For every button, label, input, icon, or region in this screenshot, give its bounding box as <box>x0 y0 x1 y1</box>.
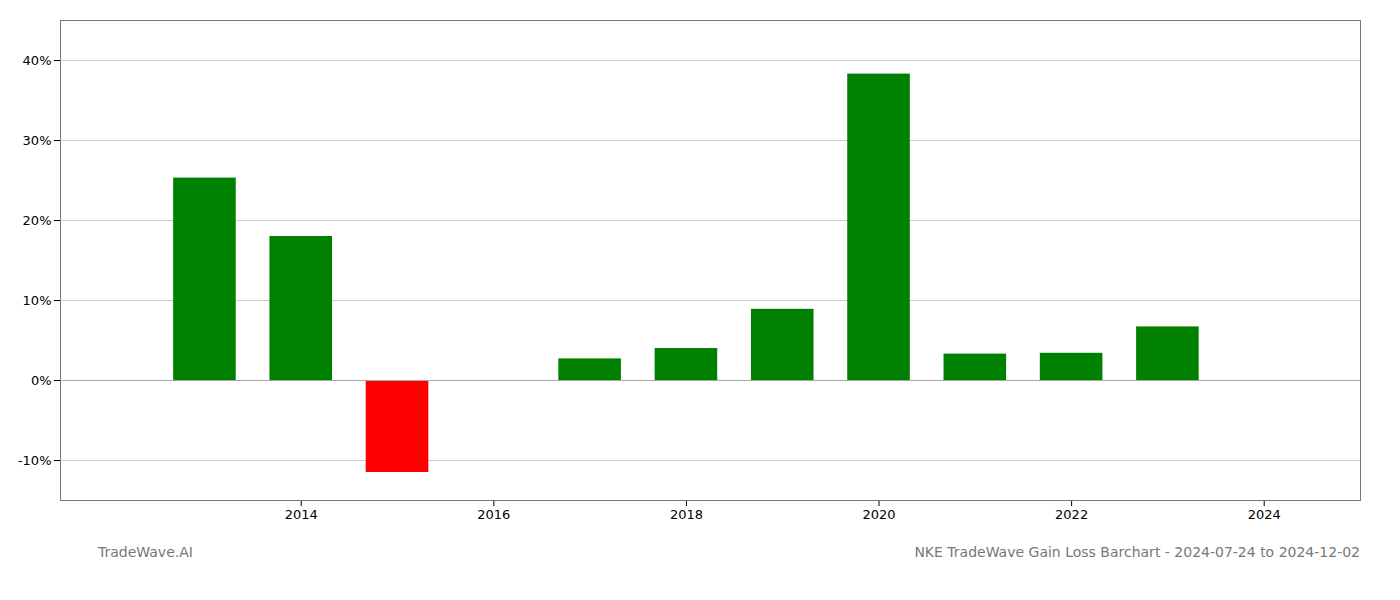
svg-text:10%: 10% <box>23 293 52 308</box>
html-text:TradeWave.AI: TradeWave.AI <box>98 544 193 560</box>
svg-text:40%: 40% <box>23 53 52 68</box>
svg-text:2024: 2024 <box>1248 507 1281 522</box>
html-text:NKE TradeWave Gain Loss Barcha: NKE TradeWave Gain Loss Barchart - 2024-… <box>914 544 1360 560</box>
svg-text:20%: 20% <box>23 213 52 228</box>
svg-text:2020: 2020 <box>862 507 895 522</box>
svg-text:2018: 2018 <box>670 507 703 522</box>
svg-text:2014: 2014 <box>285 507 318 522</box>
svg-text:2022: 2022 <box>1055 507 1088 522</box>
svg-text:-10%: -10% <box>18 453 52 468</box>
svg-text:2016: 2016 <box>477 507 510 522</box>
svg-text:30%: 30% <box>23 133 52 148</box>
svg-text:0%: 0% <box>31 373 52 388</box>
